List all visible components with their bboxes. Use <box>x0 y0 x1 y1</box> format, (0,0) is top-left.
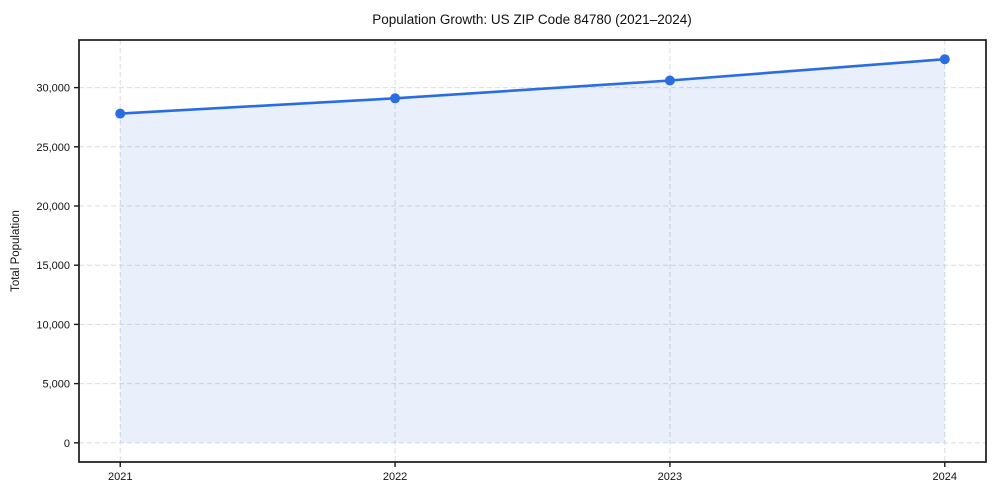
y-tick-label: 30,000 <box>36 83 70 95</box>
x-tick-label: 2022 <box>383 471 407 483</box>
data-point-marker <box>939 54 950 65</box>
y-axis-label: Total Population <box>10 210 22 292</box>
data-point-marker <box>115 108 126 119</box>
data-point-marker <box>664 75 675 86</box>
data-point-marker <box>390 93 401 104</box>
y-tick-label: 0 <box>64 438 70 450</box>
plot-border-layer <box>78 39 987 463</box>
x-tick-label: 2021 <box>108 471 132 483</box>
plot-border <box>78 39 987 463</box>
data-markers-layer <box>115 54 950 119</box>
area-fill-layer <box>120 59 945 443</box>
population-line <box>118 57 947 115</box>
y-tick-label: 20,000 <box>36 201 70 213</box>
line-series-layer <box>118 57 947 115</box>
gridlines-layer <box>79 40 986 462</box>
chart-title: Population Growth: US ZIP Code 84780 (20… <box>372 12 691 27</box>
y-tick-label: 5,000 <box>42 379 70 391</box>
y-tick-label: 15,000 <box>36 260 70 272</box>
area-fill <box>120 59 945 443</box>
y-tick-label: 25,000 <box>36 142 70 154</box>
tick-labels-layer: 0 5,000 10,000 15,000 20,000 25,000 30,000 2021… <box>36 83 957 483</box>
y-tick-label: 10,000 <box>36 319 70 331</box>
x-tick-label: 2024 <box>933 471 957 483</box>
x-tick-label: 2023 <box>658 471 682 483</box>
